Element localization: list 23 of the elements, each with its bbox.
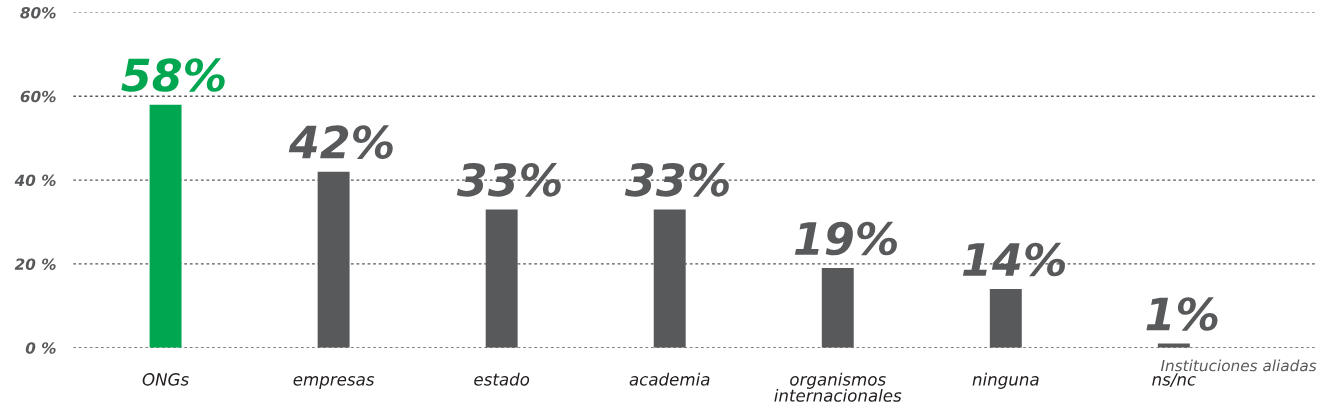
data-label: 33% <box>456 163 561 197</box>
x-tick-label: estado <box>474 372 530 386</box>
x-tick-label: academia <box>629 372 710 386</box>
y-tick-label: 0 % <box>25 342 56 354</box>
x-tick-label: empresas <box>293 376 375 389</box>
data-label: 42% <box>288 125 393 159</box>
bar <box>821 268 854 348</box>
y-tick-label: 60% <box>20 90 56 103</box>
y-tick-label: 80% <box>20 6 56 19</box>
data-label: 14% <box>962 242 1065 277</box>
y-tick-label: 40 % <box>14 174 56 187</box>
data-label: 1% <box>1146 297 1218 331</box>
x-axis-title: Instituciones aliadas <box>1160 359 1317 372</box>
x-tick-label: organismos internacionales <box>774 372 902 402</box>
x-tick-label: ONGs <box>142 373 189 386</box>
x-tick-label: ninguna <box>972 372 1039 389</box>
y-tick-label: 20 % <box>14 258 56 270</box>
bar <box>989 289 1022 348</box>
data-label: 58% <box>121 58 225 92</box>
data-label: 33% <box>624 163 729 197</box>
bar <box>149 104 182 348</box>
data-label: 19% <box>794 221 897 256</box>
x-tick-label: ns/nc <box>1152 373 1196 387</box>
